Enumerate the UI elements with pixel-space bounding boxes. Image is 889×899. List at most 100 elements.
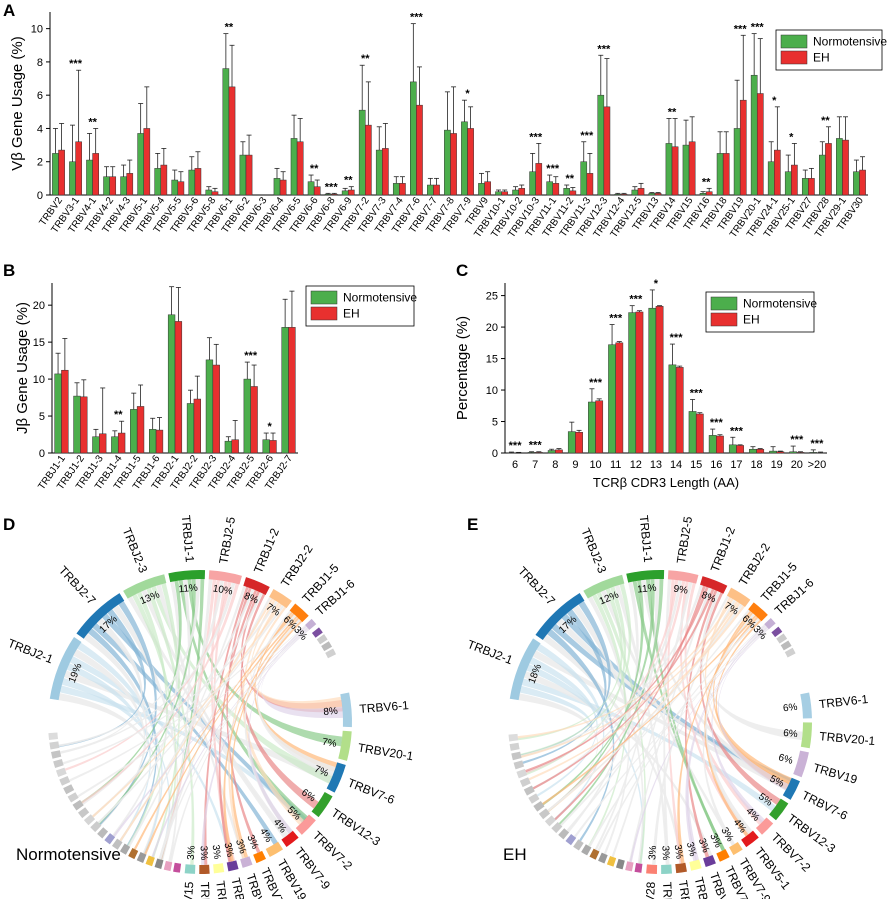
bar-eh-TRBJ2-3	[212, 364, 220, 454]
bar-eh-TRBV25-1	[791, 164, 798, 196]
v-arc-TRBV3-1	[689, 859, 702, 871]
significance-marker: *	[772, 95, 777, 107]
y-tick-label: 20	[33, 300, 45, 312]
chord-ribbon	[112, 581, 181, 837]
significance-marker: ***	[325, 181, 339, 193]
v-arc-minor	[551, 821, 563, 834]
j-arc-minor	[784, 647, 796, 658]
j-arc-TRBJ2-3	[123, 574, 167, 599]
chord-ribbon	[119, 598, 274, 842]
bar-eh-TRBJ2-7	[288, 327, 296, 454]
x-tick-label: 7	[532, 459, 538, 471]
j-segment-percent: 10%	[212, 583, 234, 597]
bar-eh-TRBV24-1	[774, 149, 781, 196]
chord-caption: EH	[503, 845, 527, 864]
j-arc-TRBJ1-5	[289, 603, 309, 623]
v-arc-minor	[538, 808, 551, 820]
j-arc-minor	[311, 627, 323, 638]
j-arc-minor	[316, 634, 328, 645]
chord-ribbon	[551, 623, 792, 786]
chord-ribbon	[536, 643, 605, 821]
bar-normotensive-TRBJ2-6	[262, 439, 270, 454]
v-arc-minor	[154, 858, 164, 869]
significance-marker: **	[344, 175, 353, 187]
v-segment-label: TRBV15	[179, 881, 196, 899]
v-segment-label: TRBV7-6	[800, 788, 851, 823]
chord-ribbon	[210, 579, 236, 862]
significance-marker: ***	[529, 440, 543, 452]
chord-ribbon	[201, 629, 310, 865]
j-arc-minor	[321, 641, 333, 652]
j-segment-percent: 11%	[178, 583, 198, 596]
bar-normotensive-TRBV6-9	[341, 190, 349, 196]
significance-marker: ***	[509, 440, 523, 452]
v-segment-percent: 4%	[257, 826, 274, 844]
bar-normotensive-TRBV15	[682, 144, 690, 196]
v-arc-minor	[49, 741, 60, 750]
bar-eh-15	[695, 413, 704, 454]
legend-label: Normotensive	[813, 35, 887, 49]
v-arc-TRBV29-1	[240, 856, 253, 868]
bar-normotensive-TRBV11-1	[546, 181, 553, 196]
chord-ribbon	[127, 596, 288, 839]
bar-normotensive-17	[728, 444, 737, 454]
j-arc-TRBJ1-6	[305, 618, 317, 630]
v-segment-label: TRBV6-5	[213, 880, 233, 899]
bar-normotensive-TRBV7-9	[461, 121, 468, 196]
v-arc-minor	[48, 732, 59, 741]
bar-eh-TRBV13	[654, 193, 662, 196]
panel-label-c: C	[456, 261, 468, 280]
bar-eh-TRBJ1-3	[99, 433, 107, 454]
x-tick-label: 19	[771, 459, 783, 471]
bar-normotensive-7	[527, 452, 536, 454]
bar-normotensive-TRBV24-1	[767, 161, 775, 196]
j-arc-minor	[771, 626, 783, 638]
bar-normotensive-TRBV4-1	[86, 159, 93, 196]
chord-ribbon	[532, 650, 789, 791]
v-arc-minor	[516, 768, 528, 779]
bar-eh-TRBV5-8	[211, 191, 219, 196]
chord-ribbon	[146, 587, 195, 865]
significance-marker: ***	[790, 434, 804, 446]
significance-marker: ***	[734, 23, 748, 35]
bar-eh-7	[534, 452, 543, 454]
chord-ribbon	[250, 602, 343, 710]
chord-ribbon	[521, 678, 776, 812]
v-segment-percent: 3%	[244, 833, 260, 851]
bar-normotensive-12	[628, 312, 637, 454]
bar-eh-TRBV29-1	[842, 139, 849, 196]
v-arc-TRBV7-8	[716, 849, 730, 862]
chord-caption: Normotensive	[16, 845, 121, 864]
j-segment-label: TRBJ1-2	[708, 524, 738, 574]
significance-marker: **	[114, 409, 123, 421]
j-arc-TRBJ2-5	[208, 570, 242, 585]
bar-normotensive-TRBV10-1	[495, 191, 502, 196]
bar-eh-TRBV18	[722, 153, 730, 196]
bar-normotensive-TRBV6-8	[324, 193, 332, 196]
y-tick-label: 4	[37, 123, 43, 135]
bar-eh-TRBJ1-4	[117, 432, 126, 454]
bar-eh-TRBV3-1	[75, 141, 82, 196]
x-tick-label: 8	[552, 459, 558, 471]
chord-ribbon	[705, 613, 755, 835]
v-arc-minor	[513, 760, 525, 770]
y-tick-label: 25	[486, 291, 498, 303]
v-arc-minor	[558, 828, 570, 840]
bar-eh-TRBV5-4	[160, 164, 168, 196]
v-arc-TRBV28	[646, 864, 658, 874]
y-tick-label: 15	[33, 337, 45, 349]
bar-eh-11	[615, 342, 624, 454]
bar-normotensive-TRBV12-5	[631, 189, 639, 196]
significance-marker: **	[702, 176, 711, 188]
ribbons	[58, 579, 343, 865]
legend-swatch-eh	[780, 50, 808, 65]
v-segment-percent: 6%	[783, 728, 798, 740]
significance-marker: ***	[690, 387, 704, 399]
bar-eh-TRBV12-4	[620, 193, 628, 196]
bar-eh-TRBV9	[484, 181, 491, 196]
j-segment-label: TRBJ2-7	[56, 563, 99, 607]
v-arc-minor	[145, 855, 155, 867]
significance-marker: ***	[546, 163, 560, 175]
bar-normotensive-TRBV13	[648, 193, 656, 196]
